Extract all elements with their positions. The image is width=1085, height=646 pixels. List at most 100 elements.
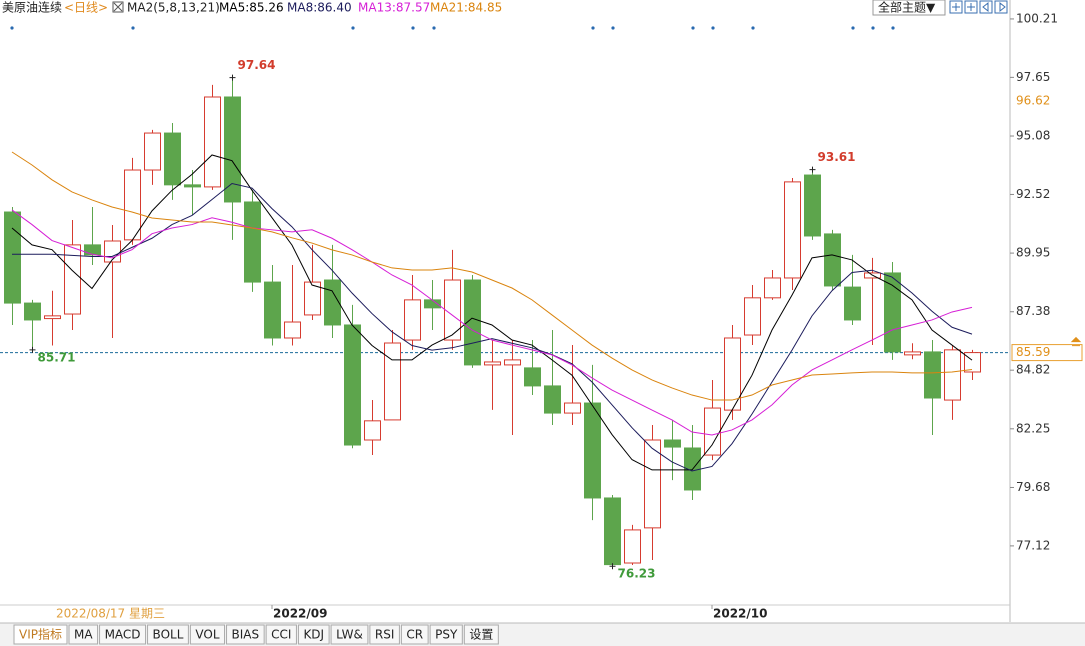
candle-body bbox=[144, 132, 161, 171]
last-price-arrow bbox=[1070, 336, 1082, 347]
extreme-marker bbox=[229, 74, 236, 81]
y-tick-label: 87.38 bbox=[1016, 304, 1050, 318]
candle-body bbox=[784, 181, 801, 279]
tab-label: KDJ bbox=[303, 628, 324, 642]
candle-body bbox=[504, 359, 521, 366]
ma-line bbox=[11, 151, 973, 401]
candle-body bbox=[824, 233, 841, 287]
tab[interactable] bbox=[189, 624, 226, 645]
candle-body bbox=[844, 286, 861, 321]
event-dots bbox=[10, 26, 895, 30]
candle-body bbox=[384, 342, 401, 421]
indicator: MA2(5,8,13,21) bbox=[127, 1, 220, 15]
extreme-marker bbox=[29, 346, 36, 353]
tab[interactable] bbox=[463, 624, 499, 645]
legend-entry: MA8:86.40 bbox=[287, 1, 352, 15]
legend-entry: MA21:84.85 bbox=[430, 1, 502, 15]
extreme-marker bbox=[809, 166, 816, 173]
candle-body bbox=[664, 439, 681, 448]
candle-body bbox=[964, 352, 981, 373]
theme-button[interactable] bbox=[872, 0, 946, 16]
tab[interactable] bbox=[297, 624, 330, 645]
tab-label: VIP指标 bbox=[19, 627, 62, 642]
indicator-icon-glyph bbox=[113, 2, 123, 12]
ma-line bbox=[11, 209, 973, 436]
tab-label: RSI bbox=[375, 628, 395, 642]
candle-body bbox=[404, 299, 421, 341]
candle-body bbox=[444, 279, 461, 341]
ma-line bbox=[11, 154, 973, 471]
candle-body bbox=[604, 497, 621, 566]
tab-label: MA bbox=[74, 628, 93, 642]
tabs: VIP指标 MA MACD BOLL VOL BIAS CCI KDJ LW& RSI CR PSY 设… bbox=[13, 624, 499, 645]
tab[interactable] bbox=[13, 624, 68, 645]
candle-body bbox=[904, 351, 921, 356]
candle-body bbox=[264, 281, 281, 339]
candle-body bbox=[244, 201, 261, 283]
last-price-label: 85.59 bbox=[1016, 345, 1050, 359]
tab[interactable] bbox=[400, 624, 429, 645]
candle-body bbox=[284, 321, 301, 339]
y-tick-label: 89.95 bbox=[1016, 246, 1050, 260]
y-tick-label: 97.65 bbox=[1016, 70, 1050, 84]
extreme-label: 93.61 bbox=[818, 150, 856, 164]
candle-body bbox=[324, 279, 341, 326]
tab-label: BOLL bbox=[153, 628, 184, 642]
indicator-icon[interactable] bbox=[112, 1, 124, 13]
candle-body bbox=[364, 420, 381, 441]
cursor-date: 2022/08/17 星期三 bbox=[56, 607, 165, 621]
y-tick-label: 92.52 bbox=[1016, 187, 1050, 201]
tab[interactable] bbox=[429, 624, 463, 645]
y-tick-label: 79.68 bbox=[1016, 480, 1050, 494]
tab[interactable] bbox=[68, 624, 99, 645]
legend-entry: MA5:85.26 bbox=[219, 1, 284, 15]
legend-entry: MA13:87.57 bbox=[358, 1, 430, 15]
candle-body bbox=[564, 402, 581, 414]
x-tick-label: 2022/09 bbox=[273, 607, 327, 621]
tab-label: CR bbox=[406, 628, 423, 642]
tab-label: CCI bbox=[271, 628, 291, 642]
candle-body bbox=[704, 407, 721, 456]
chart-title: 美原油连续 bbox=[2, 0, 62, 15]
candle-body bbox=[164, 132, 181, 186]
tab[interactable] bbox=[226, 624, 265, 645]
period: <日线> bbox=[64, 1, 108, 15]
candle-body bbox=[204, 96, 221, 188]
tab[interactable] bbox=[99, 624, 147, 645]
extreme-label: 97.64 bbox=[238, 58, 276, 72]
candle-body bbox=[644, 439, 661, 529]
x-tick-label: 2022/10 bbox=[713, 607, 767, 621]
tab[interactable] bbox=[330, 624, 369, 645]
candle-body bbox=[524, 367, 541, 387]
ma-line bbox=[12, 182, 973, 472]
candle-body bbox=[4, 211, 21, 304]
candle-body bbox=[924, 351, 941, 399]
axis-marker-label: 96.62 bbox=[1016, 93, 1050, 107]
candle-body bbox=[44, 315, 61, 320]
theme-label: 全部主题▼ bbox=[878, 0, 936, 15]
candle-body bbox=[304, 281, 321, 316]
candle-body bbox=[744, 297, 761, 336]
tab-label: VOL bbox=[195, 628, 219, 642]
candle-body bbox=[64, 244, 81, 315]
candle-body bbox=[624, 529, 641, 564]
tab-label: PSY bbox=[435, 628, 458, 642]
candle-body bbox=[24, 302, 41, 321]
tab[interactable] bbox=[369, 624, 400, 645]
view-icons[interactable] bbox=[949, 0, 1008, 14]
candle-body bbox=[544, 385, 561, 414]
tab[interactable] bbox=[265, 624, 297, 645]
last-price-box bbox=[1011, 344, 1083, 362]
tab-label: LW& bbox=[336, 628, 363, 642]
y-tick-label: 84.82 bbox=[1016, 363, 1050, 377]
candle-body bbox=[84, 244, 101, 256]
tab[interactable] bbox=[147, 624, 189, 645]
y-tick-label: 95.08 bbox=[1016, 129, 1050, 143]
extreme-marker bbox=[609, 563, 616, 570]
y-tick-label: 100.21 bbox=[1016, 11, 1058, 25]
candle-body bbox=[124, 169, 141, 241]
extreme-label: 76.23 bbox=[618, 567, 656, 581]
